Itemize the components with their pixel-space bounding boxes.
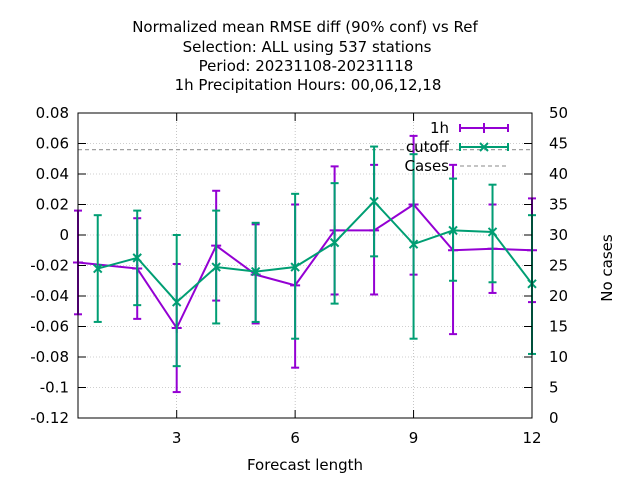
y-tick-label: 0.08 [36,104,69,122]
series-line [97,199,533,304]
data-point [408,239,419,249]
y-tick-label: 0.04 [36,165,69,183]
grid [78,112,533,419]
data-point [290,262,300,272]
legend-label: 1h [430,119,449,137]
y-tick-label: -0.04 [30,287,69,305]
title-line-3: Period: 20231108-20231118 [199,57,414,75]
y-tick-label: 0.06 [36,135,69,153]
y2-tick-label: 20 [549,287,568,305]
y-tick-label: -0.1 [40,379,69,397]
y2-tick-label: 25 [549,257,568,275]
data-point [448,225,458,236]
plot-frame [77,112,533,419]
x-tick-label: 12 [522,429,541,447]
y2-tick-label: 5 [549,379,559,397]
data-point [93,263,103,274]
title-line-2: Selection: ALL using 537 stations [183,38,432,56]
data-point [211,262,221,272]
legend-item-Cases: Cases [404,157,508,175]
y2-tick-label: 45 [549,135,568,153]
series-line [77,203,533,331]
data-point [487,227,498,237]
y-tick-label: -0.08 [30,348,69,366]
y2-axis-label: No cases [598,234,616,302]
title-line-1: Normalized mean RMSE diff (90% conf) vs … [132,18,478,36]
legend-label: cutoff [406,138,450,156]
data-point [369,196,379,207]
legend-label: Cases [404,157,449,175]
legend-item-cutoff: cutoff [406,138,509,156]
y-tick-label: -0.12 [30,409,69,427]
y2-tick-label: 15 [549,318,568,336]
y2-tick-label: 50 [549,104,568,122]
title-line-4: 1h Precipitation Hours: 00,06,12,18 [175,76,442,94]
series-layer [73,134,537,394]
axes: -0.12 -0.1 -0.08 -0.06 -0.04 -0.02 0 0.02 0.04 0.… [30,104,568,447]
data-point [250,266,261,277]
x-tick-label: 9 [409,429,419,447]
x-tick-label: 3 [172,429,182,447]
chart-title: Normalized mean RMSE diff (90% conf) vs … [132,18,478,94]
legend-marker [479,142,489,152]
x-axis-label: Forecast length [247,456,363,474]
data-point [171,297,182,307]
data-point [132,253,142,263]
y2-tick-label: 30 [549,226,568,244]
data-point [329,237,340,248]
y-tick-label: 0.02 [36,196,69,214]
y-tick-label: -0.06 [30,318,69,336]
y-tick-label: -0.02 [30,257,69,275]
y2-tick-label: 35 [549,196,568,214]
y2-tick-label: 40 [549,165,568,183]
legend-item-1h: 1h [430,119,509,137]
y2-tick-label: 0 [549,409,559,427]
x-tick-label: 6 [290,429,300,447]
y2-tick-label: 10 [549,348,568,366]
y-tick-label: 0 [59,226,69,244]
